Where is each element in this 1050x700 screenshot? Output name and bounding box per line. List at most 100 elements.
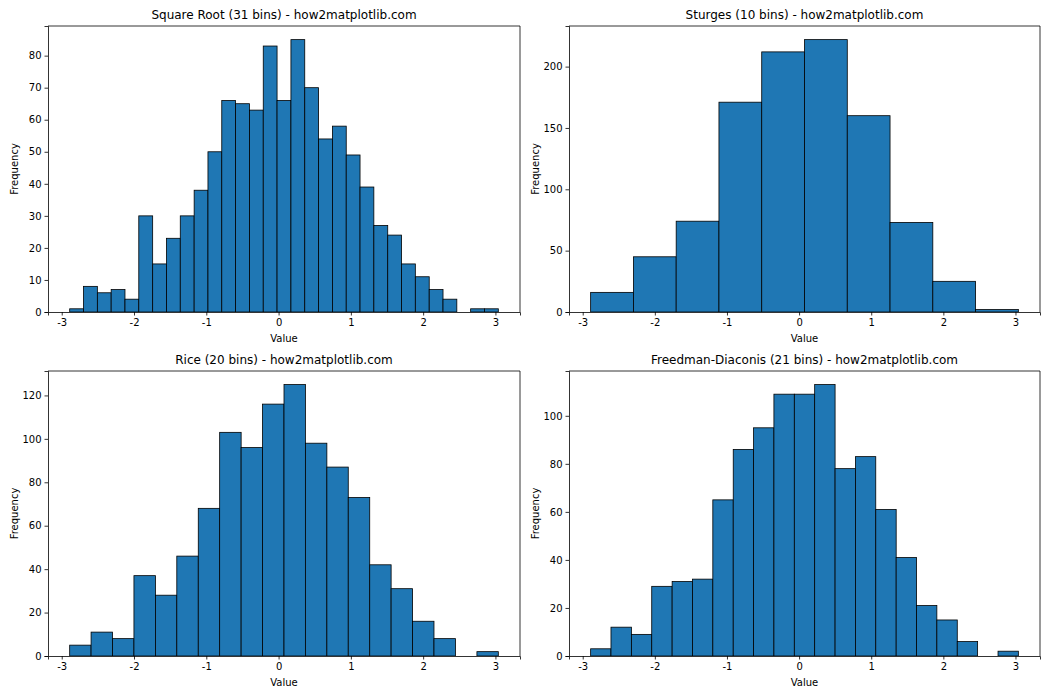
- tick-mark: [134, 656, 135, 660]
- histogram-bar: [890, 222, 933, 312]
- histogram-bar: [177, 556, 198, 656]
- tick-label: 20: [29, 243, 42, 254]
- tick-label: -1: [722, 661, 732, 672]
- histogram-bar: [805, 40, 848, 312]
- histogram-bar: [455, 656, 476, 657]
- tick-label: 0: [796, 317, 802, 328]
- y-axis-title: Frequency: [530, 143, 541, 195]
- tick-label: 0: [276, 317, 282, 328]
- histogram-bar: [374, 225, 388, 312]
- histogram-bar: [277, 101, 291, 312]
- histogram-bar: [111, 290, 125, 312]
- tick-label: 80: [29, 477, 42, 488]
- histogram-bar: [457, 312, 471, 313]
- tick-mark: [206, 312, 207, 316]
- tick: 20: [550, 603, 569, 614]
- tick-label: -3: [578, 661, 588, 672]
- tick-label: 2: [941, 661, 947, 672]
- histogram-bar: [676, 221, 719, 312]
- histogram-bar: [957, 642, 977, 656]
- tick: -1: [722, 312, 732, 328]
- tick-label: 60: [29, 114, 42, 125]
- histogram-bar: [83, 286, 97, 312]
- tick-label: -2: [650, 317, 660, 328]
- tick-mark: [45, 280, 49, 281]
- tick: 40: [29, 179, 48, 190]
- x-axis: -3-2-10123: [570, 312, 1041, 328]
- histogram-bar: [998, 651, 1018, 656]
- histogram-bar: [113, 639, 134, 656]
- histogram-bar: [97, 293, 111, 312]
- tick-mark: [62, 656, 63, 660]
- tick-label: 40: [29, 564, 42, 575]
- histogram-bar: [413, 621, 434, 656]
- tick: 100: [543, 184, 569, 195]
- axis-line: [570, 313, 1041, 316]
- y-axis: 050100150200: [543, 27, 569, 318]
- title: Rice (20 bins) - how2matplotlib.com: [175, 353, 393, 367]
- histogram-bar: [434, 639, 455, 656]
- tick: 2: [420, 656, 426, 672]
- histogram-bar: [348, 497, 369, 656]
- histogram-bar: [471, 309, 485, 312]
- tick: 60: [29, 114, 48, 125]
- tick: -3: [578, 656, 588, 672]
- histogram-bar: [485, 309, 499, 312]
- frame: [48, 26, 520, 27]
- histogram-bar: [388, 235, 402, 312]
- tick-mark: [566, 416, 570, 417]
- histogram-bar: [652, 586, 672, 656]
- tick-mark: [871, 312, 872, 316]
- x-axis: -3-2-10123: [49, 656, 521, 672]
- tick-label: -1: [202, 317, 212, 328]
- tick: -2: [130, 656, 140, 672]
- histogram-bar: [305, 88, 319, 312]
- histogram-bar: [346, 155, 360, 312]
- tick: 0: [276, 656, 282, 672]
- tick-mark: [943, 656, 944, 660]
- tick: 3: [493, 312, 499, 328]
- tick-label: -2: [650, 661, 660, 672]
- tick: -3: [57, 312, 67, 328]
- histogram-bar: [917, 606, 937, 656]
- histogram-bar: [847, 116, 890, 312]
- tick-mark: [45, 613, 49, 614]
- frame: [520, 26, 521, 312]
- tick-label: 3: [493, 661, 499, 672]
- tick: 50: [550, 245, 569, 256]
- histogram-bar: [155, 595, 176, 656]
- tick: 3: [1013, 656, 1019, 672]
- tick: 1: [348, 656, 354, 672]
- axis-line: [49, 657, 521, 660]
- tick-label: 2: [420, 661, 426, 672]
- tick-mark: [566, 67, 570, 68]
- tick-label: -3: [578, 317, 588, 328]
- tick: 200: [543, 61, 569, 72]
- axis-line: [566, 372, 570, 657]
- x-axis-title: Value: [791, 333, 818, 344]
- y-axis: 020406080100120: [22, 372, 48, 662]
- histogram-bar: [774, 394, 794, 656]
- tick-label: -2: [130, 317, 140, 328]
- tick: 3: [493, 656, 499, 672]
- tick: 100: [22, 434, 48, 445]
- histogram-bar: [754, 428, 774, 656]
- tick: 60: [29, 520, 48, 531]
- tick-label: 0: [35, 307, 41, 318]
- tick-mark: [655, 312, 656, 316]
- tick-label: 1: [869, 661, 875, 672]
- histogram-bar: [896, 558, 916, 656]
- y-axis-title: Frequency: [9, 143, 20, 195]
- histogram-bar: [733, 449, 753, 656]
- tick-mark: [799, 656, 800, 660]
- histogram-bar: [591, 292, 634, 312]
- frame: [1040, 371, 1041, 656]
- tick-label: -1: [202, 661, 212, 672]
- tick-mark: [45, 482, 49, 483]
- tick: 60: [550, 507, 569, 518]
- tick: 20: [29, 607, 48, 618]
- histogram-bar: [477, 652, 498, 656]
- histogram-bar: [194, 190, 208, 312]
- histogram-bar: [360, 187, 374, 312]
- tick-mark: [727, 312, 728, 316]
